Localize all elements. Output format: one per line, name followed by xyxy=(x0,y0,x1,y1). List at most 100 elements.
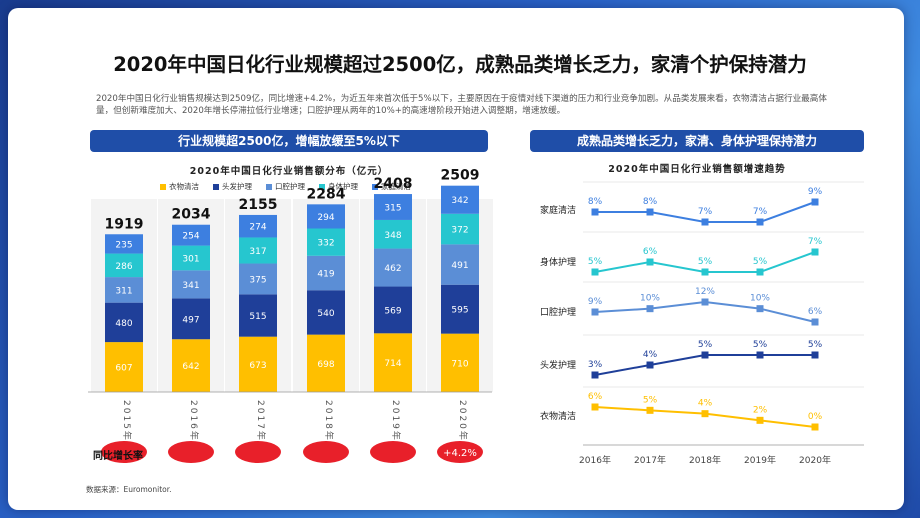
data-label: 6% xyxy=(643,247,658,257)
left-section-header: 行业规模超2500亿，增幅放缓至5%以下 xyxy=(90,130,488,152)
data-label: 4% xyxy=(698,399,713,409)
bar-value-label: 294 xyxy=(317,213,334,223)
data-point xyxy=(756,351,764,359)
bar-segment xyxy=(441,333,479,392)
yoy-badge xyxy=(168,441,214,463)
data-point xyxy=(701,218,709,226)
data-label: 3% xyxy=(588,360,603,370)
bar-segment xyxy=(172,270,210,299)
data-label: 5% xyxy=(808,340,823,350)
yoy-label: 同比增长率 xyxy=(93,451,143,462)
bar-segment xyxy=(441,244,479,285)
x-tick-label: 2020年 xyxy=(457,400,469,442)
legend-item: 身体护理 xyxy=(319,181,358,192)
bar-value-label: 311 xyxy=(115,286,132,296)
data-point xyxy=(701,410,709,418)
x-tick-label: 2016年 xyxy=(188,400,200,442)
bar-segment xyxy=(374,219,412,249)
bar-segment xyxy=(307,204,345,229)
line-x-tick-label: 2020年 xyxy=(799,454,831,466)
bar-segment xyxy=(172,245,210,271)
yoy-badge xyxy=(303,441,349,463)
legend-item: 口腔护理 xyxy=(266,181,305,192)
data-label: 10% xyxy=(640,294,660,304)
line-x-tick-label: 2018年 xyxy=(689,454,721,466)
x-tick-label: 2018年 xyxy=(323,400,335,442)
bar-value-label: 540 xyxy=(317,309,334,319)
data-point xyxy=(701,268,709,276)
line-x-tick-label: 2016年 xyxy=(579,454,611,466)
bar-value-label: 341 xyxy=(182,281,199,291)
bar-value-label: 607 xyxy=(115,364,132,374)
data-label: 7% xyxy=(698,207,713,217)
bar-segment xyxy=(239,263,277,295)
bar-segment xyxy=(374,194,412,220)
data-point xyxy=(756,218,764,226)
bar-value-label: 274 xyxy=(249,223,266,233)
bar-total-label: 2509 xyxy=(441,168,480,184)
bar-value-label: 595 xyxy=(451,306,468,316)
line-chart-title: 2020年中国日化行业销售额增速趋势 xyxy=(608,164,786,175)
bar-value-label: 714 xyxy=(384,359,401,369)
bar-segment xyxy=(239,237,277,264)
source-note: 数据来源：Euromonitor. xyxy=(86,485,172,494)
data-label: 12% xyxy=(695,287,715,297)
data-point xyxy=(646,361,654,369)
bar-segment xyxy=(172,224,210,246)
legend-item: 衣物清洁 xyxy=(160,181,199,192)
data-point xyxy=(591,403,599,411)
yoy-badge xyxy=(101,441,147,463)
bar-segment xyxy=(172,298,210,340)
data-point xyxy=(646,208,654,216)
bar-value-label: 642 xyxy=(182,362,199,372)
data-label: 5% xyxy=(588,257,603,267)
bar-segment xyxy=(307,255,345,291)
legend-item: 家庭清洁 xyxy=(372,181,411,192)
bar-segment xyxy=(105,234,143,254)
row-label-laundry: 衣物清洁 xyxy=(539,412,576,422)
bar-value-label: 235 xyxy=(115,240,132,250)
bar-segment xyxy=(307,334,345,392)
legend-item: 头发护理 xyxy=(213,181,252,192)
row-label-home-cleaning: 家庭清洁 xyxy=(539,206,576,216)
data-label: 7% xyxy=(808,237,823,247)
bar-segment xyxy=(239,336,277,392)
data-label: 6% xyxy=(808,307,823,317)
bar-segment xyxy=(374,248,412,287)
data-label: 4% xyxy=(643,350,658,360)
bar-value-label: 254 xyxy=(182,232,199,242)
data-label: 5% xyxy=(643,395,658,405)
data-label: 9% xyxy=(808,187,823,197)
data-point xyxy=(591,308,599,316)
data-point xyxy=(591,268,599,276)
data-label: 0% xyxy=(808,412,823,422)
bar-total-label: 1919 xyxy=(105,216,144,232)
data-label: 5% xyxy=(698,340,713,350)
bar-total-label: 2284 xyxy=(307,186,346,202)
bar-value-label: 375 xyxy=(249,275,266,285)
data-point xyxy=(701,351,709,359)
line-x-tick-label: 2017年 xyxy=(634,454,666,466)
bar-segment xyxy=(441,185,479,214)
data-point xyxy=(646,258,654,266)
bar-segment xyxy=(239,294,277,337)
bar-total-label: 2408 xyxy=(374,176,413,192)
bar-value-label: 332 xyxy=(317,239,334,249)
x-tick-label: 2017年 xyxy=(255,400,267,442)
data-label: 8% xyxy=(588,197,603,207)
bar-value-label: 317 xyxy=(249,247,266,257)
data-point xyxy=(756,416,764,424)
x-tick-label: 2015年 xyxy=(121,400,133,442)
row-label-hair-care: 头发护理 xyxy=(539,361,576,371)
bar-value-label: 342 xyxy=(451,196,468,206)
bar-chart-title: 2020年中国日化行业销售额分布（亿元） xyxy=(189,166,389,177)
x-tick-label: 2019年 xyxy=(390,400,402,442)
data-label: 5% xyxy=(753,257,768,267)
data-point xyxy=(646,305,654,313)
bar-segment xyxy=(105,342,143,392)
line-x-tick-label: 2019年 xyxy=(744,454,776,466)
bar-segment xyxy=(307,228,345,256)
row-label-body-care: 身体护理 xyxy=(539,258,576,268)
bar-value-label: 462 xyxy=(384,264,401,274)
